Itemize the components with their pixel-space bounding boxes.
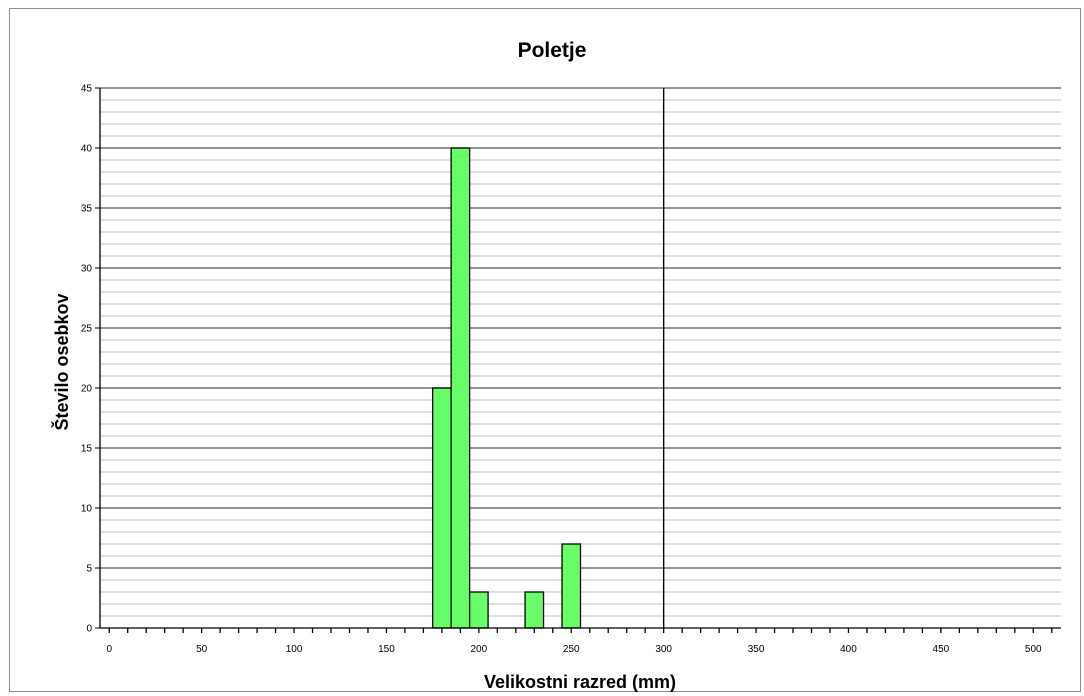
y-axis-label: Število osebkov (51, 293, 72, 430)
y-tick-label: 15 (81, 444, 93, 455)
x-tick-label: 400 (840, 644, 857, 655)
y-tick-label: 45 (81, 84, 93, 95)
x-tick-label: 100 (286, 644, 303, 655)
x-tick-label: 50 (196, 644, 208, 655)
grid-lines (100, 87, 1061, 617)
x-tick-label: 300 (655, 644, 672, 655)
x-tick-label: 250 (563, 644, 580, 655)
x-tick-label: 0 (106, 644, 112, 655)
y-tick-label: 5 (86, 564, 92, 575)
axes (95, 87, 1061, 633)
x-tick-label: 500 (1025, 644, 1042, 655)
x-tick-label: 150 (378, 644, 395, 655)
y-tick-label: 25 (81, 324, 93, 335)
chart-title: Poletje (518, 39, 587, 62)
bar-180 (432, 387, 452, 629)
y-tick-label: 40 (81, 144, 93, 155)
x-tick-label: 450 (933, 644, 950, 655)
chart-frame (9, 8, 1081, 692)
y-tick-label: 10 (81, 504, 93, 515)
x-axis-label: Velikostni razred (mm) (484, 672, 676, 692)
y-tick-label: 35 (81, 204, 93, 215)
x-tick-label: 200 (471, 644, 488, 655)
y-tick-label: 30 (81, 264, 93, 275)
bar-250 (561, 543, 582, 629)
y-tick-label: 20 (81, 384, 93, 395)
bar-190 (450, 147, 471, 629)
bar-200 (468, 591, 489, 629)
bar-230 (524, 591, 545, 629)
y-tick-label: 0 (86, 624, 92, 635)
x-tick-label: 350 (748, 644, 765, 655)
